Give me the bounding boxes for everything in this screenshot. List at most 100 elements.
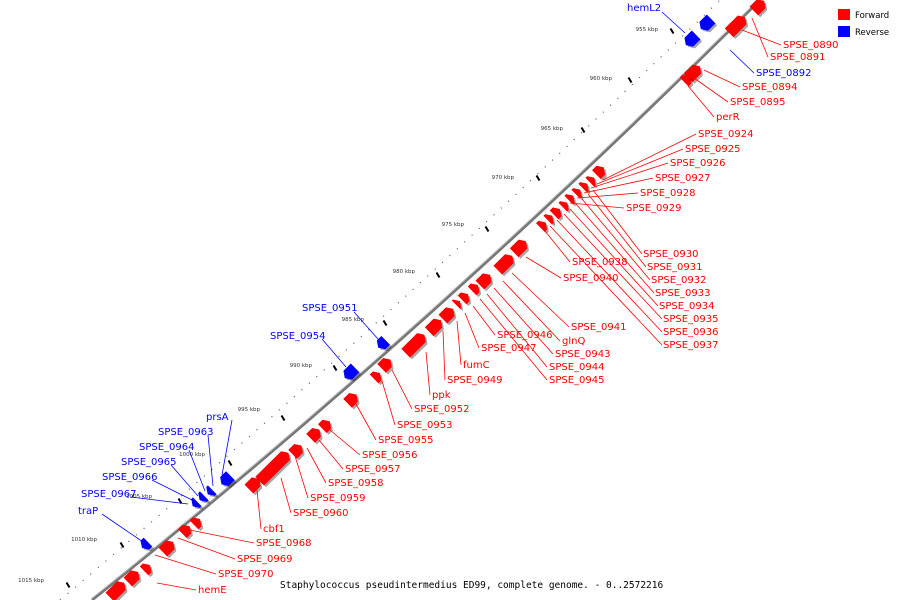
reverse-gene-label-spse-0964[interactable]: SPSE_0964 — [139, 442, 195, 453]
forward-gene-arrow[interactable] — [549, 207, 562, 220]
forward-gene-arrow[interactable] — [377, 358, 392, 373]
forward-gene-label-spse-0890[interactable]: SPSE_0890 — [783, 40, 839, 51]
forward-gene-arrow[interactable] — [424, 318, 443, 337]
forward-gene-label-perr[interactable]: perR — [716, 112, 740, 123]
forward-gene-label-spse-0955[interactable]: SPSE_0955 — [378, 435, 434, 446]
forward-gene-arrow[interactable] — [493, 254, 514, 275]
forward-gene-label-spse-0929[interactable]: SPSE_0929 — [626, 203, 682, 214]
forward-gene-arrow[interactable] — [558, 201, 569, 212]
forward-gene-arrow[interactable] — [749, 0, 766, 16]
reverse-gene-arrow[interactable] — [191, 497, 202, 508]
forward-gene-label-spse-0938[interactable]: SPSE_0938 — [572, 257, 628, 268]
forward-gene-arrow[interactable] — [679, 74, 692, 87]
forward-gene-label-spse-0933[interactable]: SPSE_0933 — [655, 288, 711, 299]
forward-gene-label-spse-0949[interactable]: SPSE_0949 — [447, 375, 503, 386]
forward-gene-arrow[interactable] — [457, 292, 470, 305]
forward-gene-label-spse-0968[interactable]: SPSE_0968 — [256, 538, 312, 549]
forward-gene-label-spse-0931[interactable]: SPSE_0931 — [647, 262, 703, 273]
forward-gene-label-glnq[interactable]: glnQ — [562, 336, 585, 347]
forward-gene-label-spse-0970[interactable]: SPSE_0970 — [218, 569, 274, 580]
forward-gene-label-spse-0956[interactable]: SPSE_0956 — [362, 450, 418, 461]
forward-gene-arrow[interactable] — [535, 220, 548, 233]
forward-gene-label-spse-0946[interactable]: SPSE_0946 — [497, 330, 553, 341]
reverse-gene-label-spse-0951[interactable]: SPSE_0951 — [302, 303, 358, 314]
forward-gene-arrow[interactable] — [306, 428, 321, 443]
reverse-gene-label-spse-0963[interactable]: SPSE_0963 — [158, 427, 214, 438]
forward-gene-arrow[interactable] — [139, 563, 152, 576]
forward-gene-arrow[interactable] — [105, 581, 126, 600]
forward-gene-label-spse-0952[interactable]: SPSE_0952 — [414, 404, 470, 415]
forward-gene-label-spse-0969[interactable]: SPSE_0969 — [237, 554, 293, 565]
forward-gene-label-spse-0937[interactable]: SPSE_0937 — [663, 340, 719, 351]
forward-gene-label-spse-0958[interactable]: SPSE_0958 — [328, 478, 384, 489]
forward-gene-label-spse-0957[interactable]: SPSE_0957 — [345, 464, 401, 475]
forward-gene-label-spse-0930[interactable]: SPSE_0930 — [643, 249, 699, 260]
forward-gene-arrow[interactable] — [467, 283, 480, 296]
forward-gene-label-spse-0925[interactable]: SPSE_0925 — [685, 144, 741, 155]
forward-gene-arrow[interactable] — [244, 477, 261, 494]
reverse-gene-label-prsa[interactable]: prsA — [206, 412, 229, 423]
forward-gene-arrow[interactable] — [585, 176, 596, 187]
forward-gene-label-spse-0960[interactable]: SPSE_0960 — [293, 508, 349, 519]
forward-gene-arrow[interactable] — [578, 182, 589, 193]
reverse-gene-arrow[interactable] — [699, 14, 716, 31]
forward-gene-arrow[interactable] — [189, 517, 202, 530]
forward-gene-arrow[interactable] — [543, 214, 554, 225]
forward-gene-label-spse-0943[interactable]: SPSE_0943 — [555, 349, 611, 360]
forward-gene-arrow[interactable] — [123, 570, 140, 587]
reverse-gene-label-heml2[interactable]: hemL2 — [627, 3, 661, 14]
forward-gene-arrow[interactable] — [369, 371, 382, 384]
forward-gene-arrow[interactable] — [683, 64, 702, 83]
reverse-gene-arrow[interactable] — [220, 471, 235, 486]
forward-gene-label-ppk[interactable]: ppk — [432, 390, 451, 401]
reverse-gene-arrow[interactable] — [140, 537, 153, 550]
forward-gene-label-spse-0895[interactable]: SPSE_0895 — [730, 97, 786, 108]
forward-gene-label-spse-0894[interactable]: SPSE_0894 — [742, 82, 798, 93]
forward-gene-arrow[interactable] — [255, 451, 290, 486]
forward-gene-label-spse-0927[interactable]: SPSE_0927 — [655, 173, 711, 184]
forward-gene-label-heme[interactable]: hemE — [198, 585, 227, 596]
forward-gene-arrow[interactable] — [724, 15, 747, 38]
forward-gene-arrow[interactable] — [438, 307, 455, 324]
forward-gene-arrow[interactable] — [158, 540, 175, 557]
reverse-gene-label-spse-0967[interactable]: SPSE_0967 — [81, 489, 137, 500]
reverse-gene-label-spse-0892[interactable]: SPSE_0892 — [756, 68, 812, 79]
forward-gene-label-spse-0940[interactable]: SPSE_0940 — [563, 273, 619, 284]
forward-gene-arrow[interactable] — [591, 165, 606, 180]
forward-gene-label-cbf1[interactable]: cbf1 — [263, 524, 285, 535]
reverse-gene-label-spse-0966[interactable]: SPSE_0966 — [102, 472, 158, 483]
reverse-gene-arrow[interactable] — [206, 485, 217, 496]
forward-gene-label-spse-0941[interactable]: SPSE_0941 — [571, 322, 627, 333]
reverse-gene-arrow[interactable] — [376, 335, 391, 350]
forward-gene-label-spse-0928[interactable]: SPSE_0928 — [640, 188, 696, 199]
reverse-gene-arrow[interactable] — [684, 30, 701, 47]
forward-gene-arrow[interactable] — [317, 419, 332, 434]
forward-gene-label-spse-0926[interactable]: SPSE_0926 — [670, 158, 726, 169]
forward-gene-arrow[interactable] — [509, 239, 528, 258]
forward-gene-arrow[interactable] — [288, 444, 303, 459]
forward-gene-label-spse-0934[interactable]: SPSE_0934 — [659, 301, 715, 312]
reverse-gene-label-spse-0965[interactable]: SPSE_0965 — [121, 457, 177, 468]
forward-gene-label-spse-0945[interactable]: SPSE_0945 — [549, 375, 605, 386]
forward-gene-label-fumc[interactable]: fumC — [463, 360, 490, 371]
reverse-gene-label-spse-0954[interactable]: SPSE_0954 — [270, 331, 326, 342]
forward-gene-label-spse-0947[interactable]: SPSE_0947 — [481, 343, 537, 354]
forward-gene-label-spse-0944[interactable]: SPSE_0944 — [549, 362, 605, 373]
reverse-gene-arrow[interactable] — [198, 491, 209, 502]
forward-gene-label-spse-0936[interactable]: SPSE_0936 — [663, 327, 719, 338]
forward-gene-arrow[interactable] — [177, 524, 192, 539]
forward-gene-arrow[interactable] — [571, 188, 582, 199]
forward-gene-arrow[interactable] — [401, 333, 426, 358]
leader-line — [188, 449, 206, 492]
forward-gene-arrow[interactable] — [343, 393, 358, 408]
forward-gene-label-spse-0953[interactable]: SPSE_0953 — [397, 420, 453, 431]
forward-gene-label-spse-0932[interactable]: SPSE_0932 — [651, 275, 707, 286]
reverse-gene-label-trap[interactable]: traP — [78, 506, 98, 517]
forward-gene-label-spse-0959[interactable]: SPSE_0959 — [310, 493, 366, 504]
forward-gene-label-spse-0891[interactable]: SPSE_0891 — [770, 52, 826, 63]
forward-gene-label-spse-0935[interactable]: SPSE_0935 — [663, 314, 719, 325]
forward-gene-arrow[interactable] — [451, 299, 462, 310]
reverse-gene-arrow[interactable] — [343, 363, 360, 380]
forward-gene-label-spse-0924[interactable]: SPSE_0924 — [698, 129, 754, 140]
forward-gene-arrow[interactable] — [475, 273, 492, 290]
